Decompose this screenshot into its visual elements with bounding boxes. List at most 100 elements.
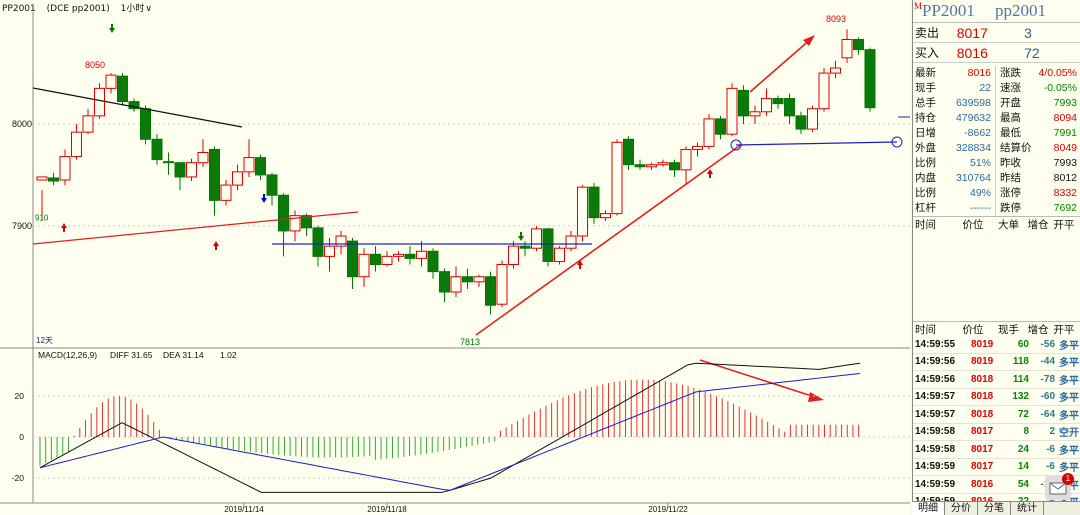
arrowhead xyxy=(803,35,815,46)
trade-row[interactable]: 14:59:58 8017 8 2 空开 xyxy=(913,424,1080,441)
trade-row[interactable]: 14:59:57 8018 72 -64 多平 xyxy=(913,406,1080,424)
candle-body xyxy=(542,228,554,262)
candle-body xyxy=(174,162,186,178)
candle-body xyxy=(324,245,335,257)
trade-oi-change: -78 xyxy=(1040,373,1055,385)
quote-key: 最低 xyxy=(995,126,1034,141)
trade-oi-change: -6 xyxy=(1046,461,1055,473)
candle-body xyxy=(186,162,197,178)
quote-value: 479632 xyxy=(955,112,991,124)
arrowhead xyxy=(808,392,824,402)
ask-label: 卖出 xyxy=(915,26,940,40)
quote-key: 涨跌 xyxy=(995,66,1034,81)
trade-list-header: 时间 价位 现手 增仓 开平 xyxy=(913,321,1080,336)
signal-arrow-icon xyxy=(261,198,267,203)
quote-value: 7991 xyxy=(1053,127,1077,139)
quote-value: 4/0.05% xyxy=(1038,67,1077,79)
candle-body xyxy=(59,156,71,181)
period-selector[interactable]: 1小时∨ xyxy=(121,4,160,14)
ask-row[interactable]: 卖出 8017 3 xyxy=(913,23,1080,43)
tab-3[interactable]: 统计 xyxy=(1011,502,1044,515)
chart-area[interactable]: 8000 7900 8050 8093 7813 910 12天 MACD(12,26,9) D… xyxy=(0,0,910,515)
high-label-8093: 8093 xyxy=(826,14,846,24)
candle-body xyxy=(807,108,818,130)
quote-key: 涨停 xyxy=(995,186,1034,201)
quote-key: 杠杆 xyxy=(915,202,936,214)
toolbar-exchange: (DCE pp2001) xyxy=(46,4,110,14)
quote-row: 总手 639598 开盘 7993 xyxy=(913,96,1080,111)
quote-row: 持仓 479632 最高 8094 xyxy=(913,111,1080,126)
quote-key: 跌停 xyxy=(995,201,1034,216)
trade-row[interactable]: 14:59:56 8018 114 -78 多平 xyxy=(913,371,1080,389)
trade-price: 8019 xyxy=(971,356,994,368)
trade-row[interactable]: 14:59:56 8019 118 -44 多平 xyxy=(913,354,1080,371)
candle-body xyxy=(600,213,611,219)
quote-key: 结算价 xyxy=(995,141,1034,156)
trade-volume: 72 xyxy=(1017,408,1029,420)
diff-line xyxy=(39,362,861,493)
toolbar-symbol: PP2001 xyxy=(2,4,36,14)
quote-value: 7993 xyxy=(1053,97,1077,109)
price-tick-label: 8000 xyxy=(12,119,32,129)
contract-code: PP2001 xyxy=(922,1,975,20)
candle-body xyxy=(772,98,784,105)
column-header: 时间 xyxy=(915,323,936,336)
trade-row[interactable]: 14:59:59 8017 14 -6 多平 xyxy=(913,459,1080,476)
quote-key: 持仓 xyxy=(915,112,936,124)
candle-body xyxy=(749,111,761,117)
trade-open-close: 多平 xyxy=(1059,410,1079,422)
annotation-arrow-up xyxy=(749,37,813,93)
signal-arrow-icon xyxy=(109,28,115,33)
main-contract-flag: M xyxy=(914,1,923,11)
macd-dea-label: DEA 31.14 xyxy=(163,350,204,360)
candle-body xyxy=(611,141,623,215)
candle-body xyxy=(830,67,841,74)
bid-row[interactable]: 买入 8016 72 xyxy=(913,43,1080,63)
quote-key: 昨收 xyxy=(995,156,1034,171)
trade-row[interactable]: 14:59:57 8018 132 -60 多平 xyxy=(913,389,1080,406)
dea-line xyxy=(39,372,861,491)
candle-body xyxy=(209,148,220,201)
macd-tick-label: 20 xyxy=(15,391,25,401)
quote-value: 22 xyxy=(979,82,991,94)
chevron-down-icon: ∨ xyxy=(145,4,152,14)
candle-body xyxy=(381,255,393,266)
candle-body xyxy=(94,87,105,117)
tab-0[interactable]: 明细 xyxy=(912,502,945,515)
trade-row[interactable]: 14:59:58 8017 24 -6 多平 xyxy=(913,441,1080,459)
trade-oi-change: -60 xyxy=(1040,391,1055,403)
quote-key: 最高 xyxy=(995,111,1034,126)
trade-price: 8017 xyxy=(971,426,994,438)
low-label-7813: 7813 xyxy=(460,337,480,347)
signal-arrow-icon xyxy=(61,223,67,228)
tab-2[interactable]: 分笔 xyxy=(978,502,1011,515)
quote-value: 639598 xyxy=(955,97,991,109)
period-label: 1小时 xyxy=(120,4,145,14)
trade-volume: 54 xyxy=(1017,478,1029,490)
quote-key: 比例 xyxy=(915,157,936,169)
macd-diff-label: DIFF 31.65 xyxy=(110,350,153,360)
tab-1[interactable]: 分价 xyxy=(945,502,978,515)
trade-time: 14:59:57 xyxy=(915,408,956,420)
candle-body xyxy=(462,276,473,283)
candle-body xyxy=(128,101,140,110)
date-tick-label: 2019/11/14 xyxy=(224,505,264,514)
candle-body xyxy=(565,235,577,249)
trade-price: 8019 xyxy=(971,338,994,350)
trade-open-close: 多平 xyxy=(1059,375,1079,387)
trade-volume: 118 xyxy=(1012,356,1029,368)
candle-body xyxy=(140,108,151,140)
quote-value: 8332 xyxy=(1053,187,1077,199)
candle-body xyxy=(669,162,680,171)
candle-body xyxy=(82,115,94,133)
signal-arrow-stem xyxy=(709,174,711,178)
candle-body xyxy=(427,250,439,273)
kline-chart[interactable]: 8000 7900 8050 8093 7813 910 12天 MACD(12,26,9) D… xyxy=(0,0,910,515)
trade-row[interactable]: 14:59:55 8019 60 -56 多平 xyxy=(913,336,1080,354)
quote-value: 51% xyxy=(969,157,991,169)
candle-body xyxy=(450,276,462,293)
candle-body xyxy=(197,152,209,164)
candle-body xyxy=(117,75,128,103)
bid-price: 8016 xyxy=(956,44,988,61)
message-button[interactable]: 1 xyxy=(1045,473,1074,500)
